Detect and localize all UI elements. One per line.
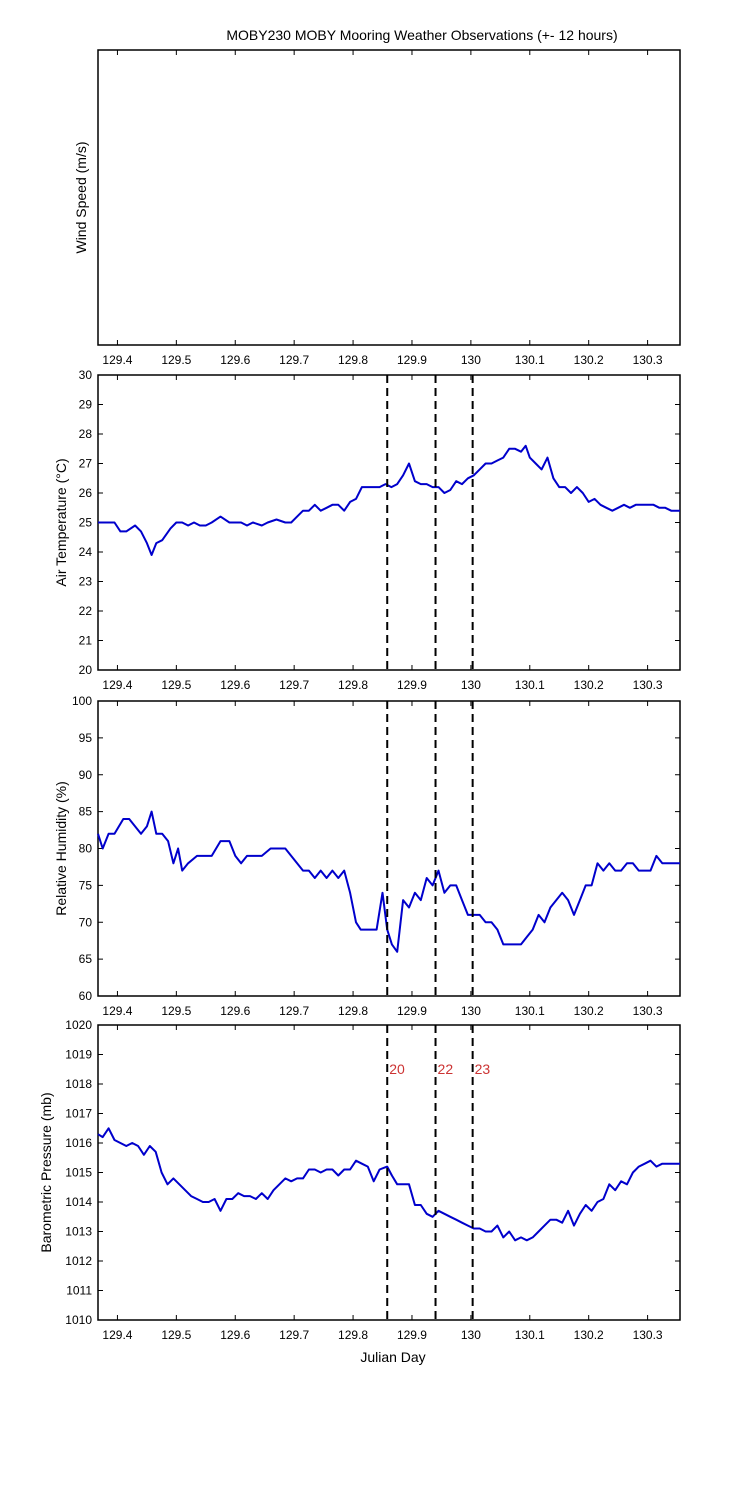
wind-speed-ylabel: Wind Speed (m/s)	[73, 141, 89, 253]
relative-humidity-ytick-label: 60	[79, 989, 93, 1003]
barometric-pressure-ytick-label: 1013	[65, 1225, 92, 1239]
air-temperature-ytick-label: 22	[79, 604, 93, 618]
relative-humidity-series-line	[97, 810, 680, 953]
relative-humidity-ytick-label: 65	[79, 952, 93, 966]
wind-speed-axes-box	[97, 49, 681, 346]
air-temperature-ytick-label: 23	[79, 575, 93, 589]
air-temperature-ytick-label: 21	[79, 634, 93, 648]
barometric-pressure-xtick-label: 129.5	[161, 1328, 191, 1342]
wind-speed-panel: 129.4 129.5 129.6 129.7 129.8 129.9 130 130.1 13…	[73, 49, 681, 367]
relative-humidity-xtick-label: 129.7	[279, 1004, 309, 1018]
air-temperature-ytick-label: 20	[79, 663, 93, 677]
barometric-pressure-series-line	[97, 1127, 680, 1242]
barometric-pressure-ytick-label: 1020	[65, 1018, 92, 1032]
air-temperature-xtick-label: 130.2	[574, 678, 604, 692]
relative-humidity-ytick-label: 70	[79, 915, 93, 929]
air-temperature-xtick-label: 129.5	[161, 678, 191, 692]
air-temperature-ytick-label: 28	[79, 427, 93, 441]
barometric-pressure-ytick-label: 1014	[65, 1195, 92, 1209]
air-temperature-ytick-label: 30	[79, 368, 93, 382]
barometric-pressure-xtick-label: 130.1	[515, 1328, 545, 1342]
figure-title: MOBY230 MOBY Mooring Weather Observation…	[226, 27, 617, 43]
barometric-pressure-ytick-label: 1019	[65, 1048, 92, 1062]
relative-humidity-xtick-label: 129.5	[161, 1004, 191, 1018]
wind-speed-xtick-label: 130.2	[574, 353, 604, 367]
air-temperature-xtick-label: 129.6	[220, 678, 250, 692]
air-temperature-xtick-label: 130.3	[633, 678, 663, 692]
relative-humidity-panel: 129.4 129.5 129.6 129.7 129.8 129.9 130 130.1 13…	[53, 694, 681, 1018]
wind-speed-xtick-label: 130	[461, 353, 481, 367]
barometric-pressure-panel: 129.4 129.5 129.6 129.7 129.8 129.9 130 130.1 13…	[38, 1018, 681, 1342]
air-temperature-ytick-label: 26	[79, 486, 93, 500]
barometric-pressure-ytick-label: 1016	[65, 1136, 92, 1150]
air-temperature-xtick-label: 129.4	[102, 678, 132, 692]
barometric-pressure-xtick-label: 130.2	[574, 1328, 604, 1342]
air-temperature-ytick-label: 24	[79, 545, 93, 559]
relative-humidity-ytick-label: 80	[79, 842, 93, 856]
air-temperature-xtick-label: 129.7	[279, 678, 309, 692]
relative-humidity-ytick-label: 85	[79, 805, 93, 819]
barometric-pressure-marker-label: 20	[389, 1061, 405, 1077]
relative-humidity-xtick-label: 130.3	[633, 1004, 663, 1018]
barometric-pressure-xtick-label: 130	[461, 1328, 481, 1342]
wind-speed-xtick-label: 130.3	[633, 353, 663, 367]
barometric-pressure-ytick-label: 1012	[65, 1254, 92, 1268]
wind-speed-xtick-label: 129.7	[279, 353, 309, 367]
relative-humidity-xtick-label: 129.4	[102, 1004, 132, 1018]
wind-speed-xtick-label: 130.1	[515, 353, 545, 367]
relative-humidity-xtick-label: 130.2	[574, 1004, 604, 1018]
chart-panels: 129.4 129.5 129.6 129.7 129.8 129.9 130 130.1 13…	[38, 49, 681, 1342]
barometric-pressure-ytick-label: 1010	[65, 1313, 92, 1327]
air-temperature-xtick-label: 130	[461, 678, 481, 692]
relative-humidity-xtick-label: 130	[461, 1004, 481, 1018]
wind-speed-xtick-label: 129.4	[102, 353, 132, 367]
air-temperature-xtick-label: 130.1	[515, 678, 545, 692]
relative-humidity-ytick-label: 100	[72, 694, 92, 708]
barometric-pressure-xtick-label: 129.8	[338, 1328, 368, 1342]
barometric-pressure-ytick-label: 1018	[65, 1077, 92, 1091]
barometric-pressure-ytick-label: 1017	[65, 1107, 92, 1121]
barometric-pressure-ylabel: Barometric Pressure (mb)	[38, 1092, 54, 1252]
barometric-pressure-marker-label: 23	[475, 1061, 491, 1077]
barometric-pressure-xtick-label: 129.6	[220, 1328, 250, 1342]
air-temperature-panel: 129.4 129.5 129.6 129.7 129.8 129.9 130 130.1 13…	[53, 368, 681, 692]
air-temperature-series-line	[98, 444, 680, 556]
relative-humidity-xtick-label: 129.6	[220, 1004, 250, 1018]
relative-humidity-ylabel: Relative Humidity (%)	[53, 781, 69, 916]
relative-humidity-ytick-label: 95	[79, 731, 93, 745]
barometric-pressure-marker-label: 22	[438, 1061, 454, 1077]
air-temperature-ytick-label: 25	[79, 516, 93, 530]
air-temperature-xtick-label: 129.9	[397, 678, 427, 692]
air-temperature-ytick-label: 27	[79, 457, 93, 471]
wind-speed-xtick-label: 129.9	[397, 353, 427, 367]
relative-humidity-xtick-label: 129.9	[397, 1004, 427, 1018]
air-temperature-ytick-label: 29	[79, 398, 93, 412]
wind-speed-xtick-label: 129.6	[220, 353, 250, 367]
air-temperature-ylabel: Air Temperature (°C)	[53, 458, 69, 586]
relative-humidity-xtick-label: 130.1	[515, 1004, 545, 1018]
wind-speed-xtick-label: 129.5	[161, 353, 191, 367]
barometric-pressure-xtick-label: 130.3	[633, 1328, 663, 1342]
barometric-pressure-xtick-label: 129.7	[279, 1328, 309, 1342]
relative-humidity-xtick-label: 129.8	[338, 1004, 368, 1018]
wind-speed-xtick-label: 129.8	[338, 353, 368, 367]
barometric-pressure-xtick-label: 129.9	[397, 1328, 427, 1342]
barometric-pressure-ytick-label: 1011	[66, 1284, 92, 1298]
relative-humidity-ytick-label: 75	[79, 878, 93, 892]
air-temperature-xtick-label: 129.8	[338, 678, 368, 692]
barometric-pressure-ytick-label: 1015	[65, 1166, 92, 1180]
relative-humidity-ytick-label: 90	[79, 768, 93, 782]
barometric-pressure-xtick-label: 129.4	[102, 1328, 132, 1342]
x-axis-label: Julian Day	[360, 1349, 425, 1365]
